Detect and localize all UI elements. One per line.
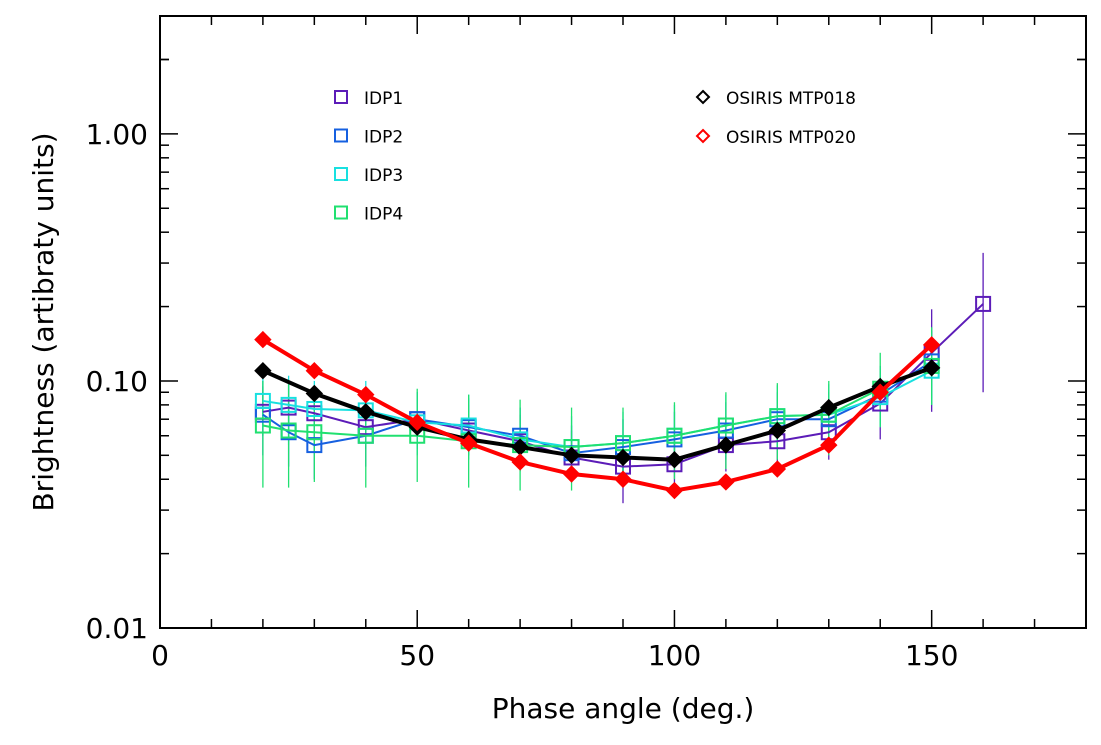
data-point (357, 427, 374, 444)
series-line (262, 365, 933, 462)
legend-marker-diamond (695, 128, 711, 144)
data-point (357, 385, 375, 404)
legend-marker-diamond (695, 89, 711, 105)
y-tick-label: 0.10 (86, 365, 148, 398)
legend-marker-square (334, 205, 348, 220)
data-point (280, 396, 297, 413)
data-point (717, 436, 735, 454)
legend: IDP1 IDP2 IDP3 IDP4 OSIRIS MTP018 OSIRIS MTP0… (334, 89, 856, 225)
data-point (511, 453, 529, 471)
legend-marker-square (334, 128, 348, 143)
data-point (254, 330, 272, 349)
data-point (357, 403, 375, 421)
x-tick-label: 150 (905, 639, 958, 672)
series-line (261, 337, 934, 493)
data-point (305, 362, 324, 380)
data-point (717, 473, 735, 491)
x-tick-label: 50 (399, 639, 435, 672)
plot-frame (159, 15, 1087, 629)
data-point (768, 460, 787, 478)
legend-label: OSIRIS MTP020 (726, 128, 856, 148)
data-point (408, 413, 426, 432)
data-point (717, 417, 734, 434)
data-point (665, 481, 684, 500)
data-point (975, 295, 992, 312)
data-point (820, 398, 838, 417)
data-point (305, 384, 324, 403)
legend-marker-square (334, 167, 348, 181)
series-osiris-mtp020 (254, 330, 941, 500)
data-point (562, 465, 581, 483)
legend-item-idp3: IDP3 (334, 166, 403, 186)
legend-label: OSIRIS MTP018 (726, 89, 856, 109)
legend-marker-square (334, 90, 348, 104)
legend-label: IDP2 (364, 128, 403, 148)
data-point (280, 422, 297, 439)
data-point (820, 436, 838, 454)
legend-item-idp1: IDP1 (334, 89, 403, 109)
data-point (306, 424, 323, 441)
y-tick-label: 1.00 (86, 118, 148, 151)
data-point (768, 421, 787, 440)
data-point (562, 446, 581, 465)
data-point (665, 450, 684, 469)
data-point (614, 470, 632, 488)
data-point (254, 362, 272, 380)
legend-item-osiris-mtp020: OSIRIS MTP020 (695, 128, 856, 148)
y-tick-label: 0.01 (86, 612, 148, 645)
x-axis-title: Phase angle (deg.) (492, 692, 755, 725)
data-point (666, 427, 683, 444)
data-point (306, 437, 323, 454)
legend-label: IDP1 (364, 89, 403, 109)
x-tick-label: 0 (151, 639, 169, 672)
legend-item-osiris-mtp018: OSIRIS MTP018 (695, 89, 856, 109)
legend-item-idp2: IDP2 (334, 128, 403, 148)
series-osiris-mtp018 (254, 359, 941, 469)
data-point (614, 448, 632, 467)
y-axis-title: Brightness (artibraty units) (27, 132, 60, 511)
data-point (459, 434, 478, 452)
axes: 0 50 100 150 0.01 0.10 1.00 (86, 15, 1087, 672)
data-point (254, 417, 271, 434)
x-tick-label: 100 (648, 639, 701, 672)
data-point (254, 392, 271, 409)
legend-label: IDP4 (364, 205, 403, 225)
legend-item-idp4: IDP4 (334, 205, 403, 225)
data-point (871, 383, 889, 401)
plot-content (254, 252, 992, 504)
legend-label: IDP3 (364, 166, 403, 186)
data-point (922, 336, 941, 354)
data-point (922, 359, 941, 377)
